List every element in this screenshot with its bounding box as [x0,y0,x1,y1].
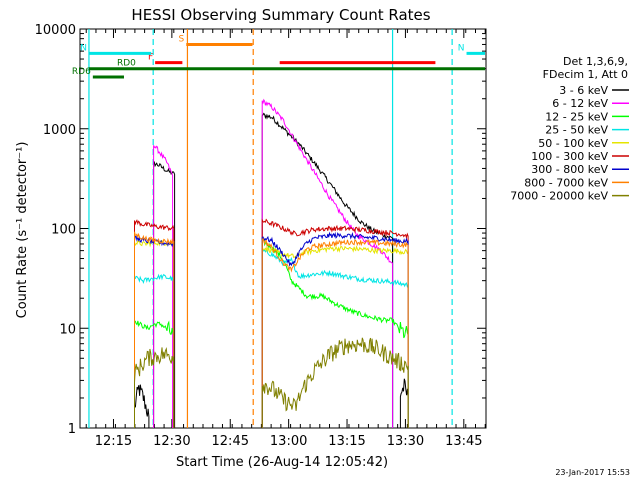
flag-label: N [458,43,465,53]
series-line [261,238,409,428]
flag-label: F [148,53,153,63]
legend-label: 300 - 800 keV [531,163,608,176]
y-tick-label: 100 [51,223,76,238]
x-tick-label: 13:00 [270,434,307,449]
series-line [134,347,175,428]
series-line [134,231,175,428]
footer-date: 23-Jan-2017 15:53 [555,468,630,477]
flag-label: RD0 [117,59,136,69]
series-line [134,384,150,428]
x-tick-label: 12:30 [153,434,190,449]
series-line [134,273,175,428]
legend-label: 12 - 25 keV [545,110,608,123]
legend-label: 800 - 7000 keV [524,176,608,189]
series-line [261,112,394,428]
y-axis-label: Count Rate (s⁻¹ detector⁻¹) [15,142,30,319]
legend-label: 6 - 12 keV [552,97,608,110]
legend-header: Det 1,3,6,9, FDecim 1, Att 0 [543,55,628,81]
series-line [261,247,409,428]
series-line [261,337,409,428]
y-tick-label: 10 [59,322,76,337]
series-line [261,237,409,428]
y-tick-label: 1 [68,422,76,437]
x-tick-label: 13:30 [387,434,424,449]
series-line [134,235,175,428]
flag-label: S [179,34,185,44]
y-tick-label: 10000 [35,23,76,38]
y-tick-label: 1000 [43,123,76,138]
legend-label: 25 - 50 keV [545,124,608,137]
legend-label: 3 - 6 keV [559,84,608,97]
series-line [134,219,175,428]
series-line [153,160,176,428]
legend-label: 7000 - 20000 keV [510,190,608,203]
series-line [134,319,175,428]
legend-label: 50 - 100 keV [538,137,608,150]
x-axis-label: Start Time (26-Aug-14 12:05:42) [176,455,388,470]
x-tick-label: 12:45 [212,434,249,449]
x-tick-label: 12:15 [95,434,132,449]
legend-header-line-1: Det 1,3,6,9, [563,55,628,68]
series-line [134,238,175,428]
series-line [153,145,174,428]
flag-label: N [80,43,87,53]
series-line [261,98,394,428]
flag-label: RD6 [72,67,91,77]
legend-header-line-2: FDecim 1, Att 0 [543,68,628,81]
x-tick-label: 13:45 [445,434,482,449]
series-line [261,245,409,428]
x-tick-label: 13:15 [328,434,365,449]
chart-title: HESSI Observing Summary Count Rates [131,6,430,24]
legend-label: 100 - 300 keV [531,150,608,163]
series-line [261,218,409,428]
series-line [399,378,409,428]
series-line [261,231,409,428]
